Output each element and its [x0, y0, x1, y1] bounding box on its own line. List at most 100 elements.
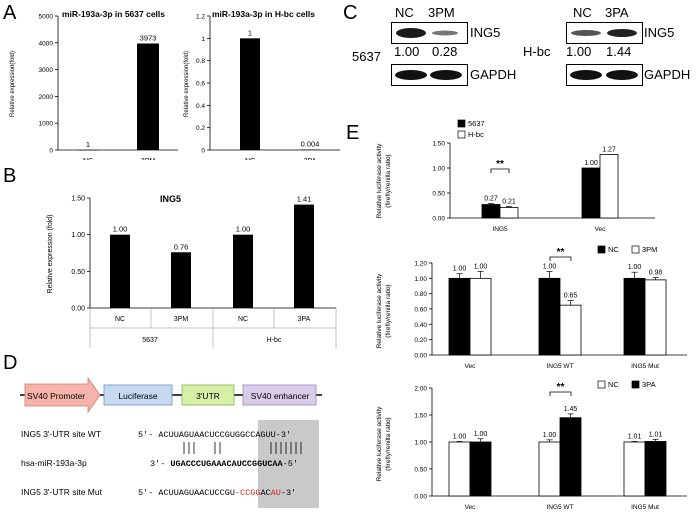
e1-ytick-3: 1.50 [432, 141, 445, 148]
seq-mut-label: ING5 3'-UTR site Mut [21, 487, 103, 497]
e3-legend-swatch-0 [597, 380, 606, 389]
a-right-ytick-6: 1.2 [196, 14, 205, 21]
a-left-ytick-1: 1000 [39, 121, 54, 128]
e2-ytick-6: 1.20 [414, 261, 427, 268]
a-left-cat-1: 3PM [141, 158, 156, 160]
e2-bar-2-1 [644, 279, 667, 356]
e3-legend-label-0: NC [608, 380, 619, 389]
e1-value-0-0: 0.27 [484, 196, 498, 203]
a-right-ytick-1: 0.2 [196, 125, 205, 132]
panel-label-a: A [3, 2, 17, 24]
b-cat-2: NC [238, 316, 248, 323]
construct-3utr [181, 384, 235, 406]
blot-right-cond-nc: NC [573, 5, 592, 20]
a-left-bar-1 [137, 43, 159, 150]
construct-label-sv40-promoter: SV40 Promoter [27, 391, 85, 401]
a-left-ytick-5: 5000 [39, 14, 54, 21]
e3-value-1-0: 1.00 [543, 432, 557, 439]
e2-bar-1-1 [559, 304, 582, 356]
chart-e-bottom-ylabel-1: Relative luciferase activity [376, 406, 383, 482]
chart-a-left: 0 1000 2000 3000 4000 5000 1 NC 3973 3PM miR-193… [10, 9, 178, 160]
e2-legend-swatch-0 [597, 245, 606, 254]
blot-right-cell: H-bc [523, 44, 551, 59]
construct-sv40-enhancer [242, 384, 317, 406]
a-left-ytick-0: 0 [49, 148, 53, 155]
e3-group-1: ING5 WT [546, 504, 573, 511]
a-right-ytick-0: 0 [201, 148, 205, 155]
blot-right-control: GAPDH [644, 67, 691, 82]
chart-e-top-ylabel-2: (firefly/renilla ratio) [385, 154, 392, 207]
e2-group-2: ING5 Mut [631, 363, 659, 370]
e3-ytick-1: 0.50 [414, 467, 427, 474]
blot-left-cell: 5637 [352, 49, 381, 64]
chart-e-top-ylabel-1: Relative luciferase activity [376, 143, 383, 219]
mir-label: hsa-miR-193a-3p [21, 458, 87, 468]
chart-b-title: ING5 [160, 194, 181, 204]
b-bar-2 [233, 234, 253, 308]
blot-right-ing5-band [566, 22, 643, 44]
chart-a-right-ylabel: Relative expression(fold) [184, 51, 190, 117]
blot-left-target: ING5 [470, 25, 501, 40]
seq-wt: 5'- ACUUAGUAACUCCGUGGCCAGUU-3' [138, 430, 291, 440]
chart-e-top: 0.00 0.50 1.00 1.50 0.27 0.21 ING5 1.00 1.27 Vec… [376, 119, 655, 233]
chart-a-right-title: miR-193a-3p in H-bc cells [212, 9, 315, 19]
blot-left-cond-nc: NC [395, 5, 414, 20]
e3-ytick-0: 0.00 [414, 494, 427, 501]
e2-ytick-5: 1.00 [414, 276, 427, 283]
a-right-bar-0 [240, 38, 260, 151]
e1-legend-label-1: H-bc [468, 130, 484, 139]
b-value-2: 1.00 [236, 225, 251, 234]
a-right-ytick-5: 1 [201, 36, 205, 43]
chart-e-middle: 0.00 0.20 0.40 0.60 0.80 1.00 1.20 1.00 1.00 Vec… [376, 245, 687, 370]
chart-a-right: 0 0.2 0.4 0.6 0.8 1 1.2 1 NC 0.004 3PA miR-193a-3… [184, 9, 340, 160]
e1-group-1: Vec [595, 226, 607, 233]
e1-ytick-0: 0.00 [432, 216, 445, 223]
e3-sig-label: ** [557, 382, 565, 393]
mir-seq: 3'- UGACCCUGAAACAUCCGGUCAA-5' [150, 459, 298, 469]
e1-legend-swatch-0 [457, 119, 466, 128]
e1-bar-0-0 [481, 204, 501, 219]
chart-b-ylabel: Relative expression (fold) [47, 215, 54, 294]
a-left-value-1: 3973 [140, 34, 157, 43]
a-right-value-0: 1 [248, 28, 252, 37]
b-value-3: 1.41 [297, 195, 312, 204]
a-right-ytick-2: 0.4 [196, 103, 205, 110]
blot-right-target: ING5 [644, 25, 675, 40]
e2-ytick-1: 0.20 [414, 337, 427, 344]
panel-label-d: D [3, 352, 18, 374]
a-right-cat-1: 3PA [304, 158, 317, 160]
e2-value-2-1: 0.98 [649, 270, 663, 277]
e1-legend-label-0: 5637 [468, 119, 485, 128]
seq-wt-label: ING5 3'-UTR site WT [21, 429, 101, 439]
construct-label-luciferase: Luciferase [118, 391, 157, 401]
pairing-lines [183, 442, 302, 454]
b-bar-3 [294, 204, 314, 308]
a-left-cat-0: NC [83, 158, 93, 160]
seed-region-highlight [258, 420, 319, 508]
blot-right-value-nc: 1.00 [566, 44, 592, 59]
construct-sv40-promoter [24, 376, 101, 414]
construct-label-3utr: 3'UTR [196, 391, 220, 401]
chart-e-bottom-ylabel-2: (firefly/renilla ratio) [385, 417, 392, 470]
e3-bar-0-1 [469, 441, 492, 497]
e2-group-0: Vec [465, 363, 477, 370]
seq-mut: 5'- ACUUAGUAACUCCGU-CCGGACAU-3' [138, 488, 296, 498]
e1-value-1-1: 1.27 [602, 147, 616, 154]
e1-group-0: ING5 [492, 226, 508, 233]
e3-group-2: ING5 Mut [631, 504, 659, 511]
b-cat-1: 3PM [174, 316, 189, 323]
e3-value-2-0: 1.01 [628, 433, 642, 440]
e3-ytick-2: 1.00 [414, 440, 427, 447]
e3-bar-1-0 [538, 441, 561, 497]
e2-bar-0-1 [469, 277, 492, 356]
e1-legend-swatch-1 [457, 130, 466, 139]
panel-label-b: B [3, 165, 17, 187]
chart-e-middle-ylabel-1: Relative luciferase activity [376, 273, 383, 349]
e3-value-0-0: 1.00 [453, 433, 467, 440]
e2-bar-0-0 [448, 277, 471, 356]
e3-legend-swatch-1 [631, 380, 640, 389]
e1-bar-0-1 [499, 207, 519, 219]
construct-label-sv40-enhancer: SV40 enhancer [251, 391, 310, 401]
e1-sig-bracket [490, 168, 510, 173]
e3-ytick-3: 1.50 [414, 413, 427, 420]
